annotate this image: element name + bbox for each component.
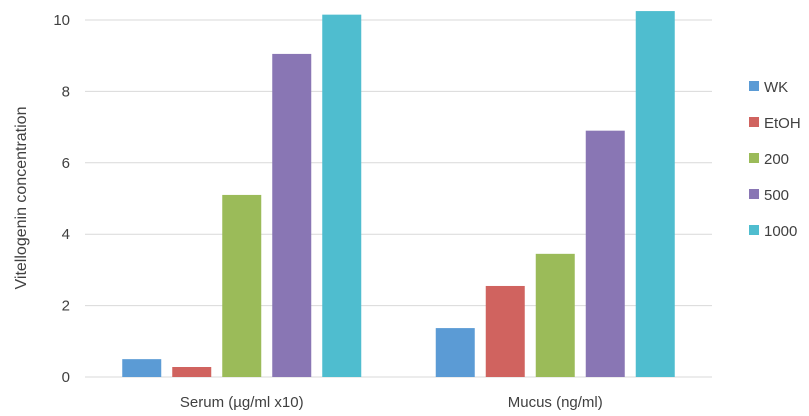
y-tick-label: 0	[62, 369, 70, 386]
legend-label: 200	[764, 151, 789, 168]
legend-swatch	[749, 117, 759, 127]
bar-1000-serum	[322, 14, 362, 378]
y-axis-ticks: 0 2 4 6 8 10	[53, 12, 70, 386]
y-tick-label: 4	[62, 226, 70, 243]
bars	[122, 11, 675, 378]
bar-1000-mucus	[635, 11, 675, 377]
bar-500-mucus	[585, 130, 625, 377]
y-tick-label: 10	[53, 12, 70, 29]
legend-swatch	[749, 153, 759, 163]
legend: WK EtOH 200 500 1000	[749, 79, 801, 240]
x-axis-categories: Serum (µg/ml x10) Mucus (ng/ml)	[180, 394, 603, 411]
bar-etoh-serum	[172, 367, 212, 377]
legend-label: 500	[764, 187, 789, 204]
legend-swatch	[749, 225, 759, 235]
legend-label: 1000	[764, 223, 797, 240]
y-tick-label: 8	[62, 83, 70, 100]
y-axis-title: Vitellogenin concentration	[13, 107, 30, 290]
bar-200-mucus	[535, 253, 575, 377]
legend-swatch	[749, 81, 759, 91]
legend-label: WK	[764, 79, 788, 96]
y-tick-label: 6	[62, 155, 70, 172]
bar-wk-serum	[122, 359, 162, 377]
bar-200-serum	[222, 194, 262, 377]
bar-500-serum	[272, 53, 312, 377]
bar-wk-mucus	[435, 328, 475, 377]
bar-etoh-mucus	[485, 285, 525, 377]
legend-swatch	[749, 189, 759, 199]
y-tick-label: 2	[62, 298, 70, 315]
x-category-label: Serum (µg/ml x10)	[180, 394, 304, 411]
x-category-label: Mucus (ng/ml)	[508, 394, 603, 411]
legend-label: EtOH	[764, 115, 801, 132]
